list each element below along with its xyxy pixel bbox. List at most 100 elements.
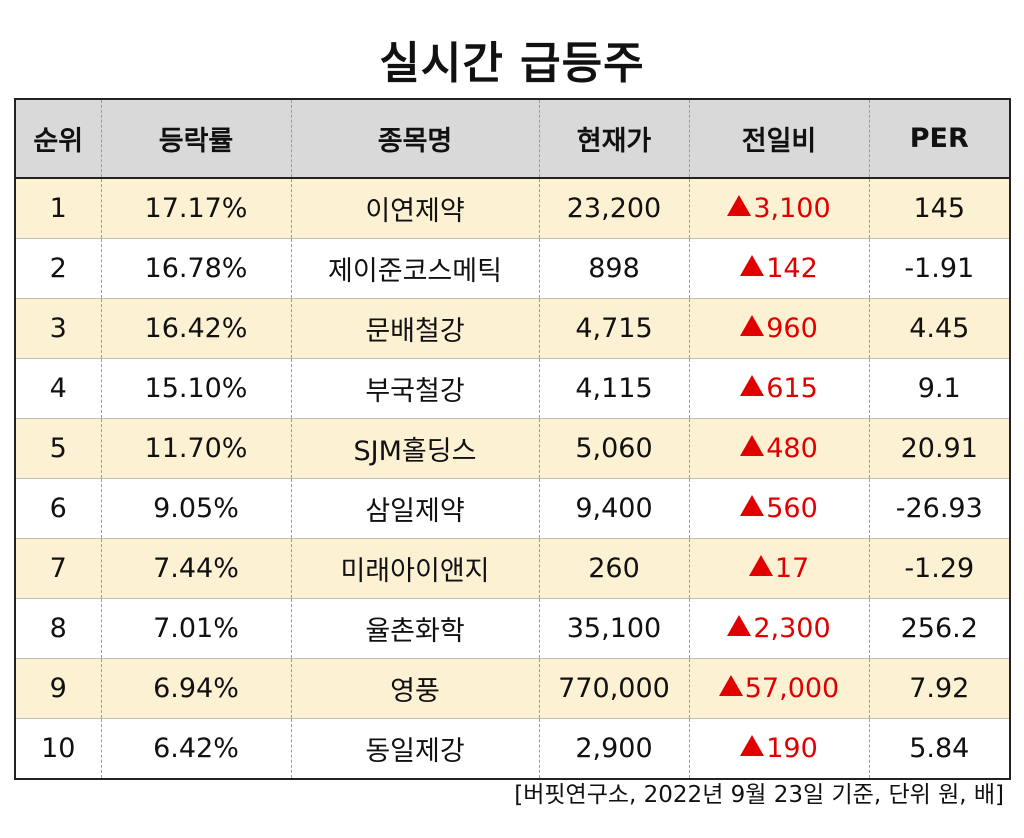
page-title: 실시간 급등주 [379,38,645,89]
rank-cell: 7 [15,538,101,599]
up-triangle-icon [740,375,765,396]
change-value: 560 [766,493,818,524]
name-cell: SJM홀딩스 [290,418,539,479]
rank-cell: 3 [15,298,101,359]
rate-cell: 7.01% [100,598,291,659]
per-cell: -1.29 [868,538,1010,599]
price-cell: 35,100 [538,598,689,659]
table-row: 6 9.05% 삼일제약 9,400 560 -26.93 [15,478,1010,539]
change-cell: 615 [688,358,869,419]
price-cell: 898 [538,238,689,299]
change-cell: 142 [688,238,869,299]
name-cell: 제이준코스메틱 [290,238,539,299]
up-triangle-icon [740,495,765,516]
per-cell: 5.84 [868,718,1010,780]
table-row: 5 11.70% SJM홀딩스 5,060 480 20.91 [15,418,1010,479]
rate-cell: 16.42% [100,298,291,359]
col-header-change: 전일비 [688,99,869,179]
change-value: 17 [774,553,810,584]
header-row: 순위 등락률 종목명 현재가 전일비 PER [15,99,1010,179]
rank-cell: 9 [15,658,101,719]
price-cell: 9,400 [538,478,689,539]
change-value: 190 [766,733,818,764]
col-header-rate: 등락률 [100,99,291,179]
up-triangle-icon [727,195,752,216]
col-header-price: 현재가 [538,99,689,179]
table-row: 10 6.42% 동일제강 2,900 190 5.84 [15,718,1010,780]
rate-cell: 7.44% [100,538,291,599]
rate-cell: 16.78% [100,238,291,299]
rate-cell: 6.94% [100,658,291,719]
name-cell: 율촌화학 [290,598,539,659]
change-value: 57,000 [744,673,840,704]
up-triangle-icon [748,555,773,576]
change-value: 615 [766,373,818,404]
source-note: [버핏연구소, 2022년 9월 23일 기준, 단위 원, 배] [514,782,1004,808]
up-triangle-icon [740,315,765,336]
rank-cell: 6 [15,478,101,539]
table-row: 3 16.42% 문배철강 4,715 960 4.45 [15,298,1010,359]
change-value: 2,300 [753,613,831,644]
change-cell: 2,300 [688,598,869,659]
rate-cell: 6.42% [100,718,291,780]
change-cell: 960 [688,298,869,359]
table-row: 4 15.10% 부국철강 4,115 615 9.1 [15,358,1010,419]
up-triangle-icon [718,675,743,696]
up-triangle-icon [727,615,752,636]
rate-cell: 17.17% [100,178,291,239]
rank-cell: 2 [15,238,101,299]
price-cell: 770,000 [538,658,689,719]
name-cell: 영풍 [290,658,539,719]
price-cell: 2,900 [538,718,689,780]
rate-cell: 11.70% [100,418,291,479]
name-cell: 미래아이앤지 [290,538,539,599]
price-cell: 4,115 [538,358,689,419]
name-cell: 문배철강 [290,298,539,359]
rank-cell: 4 [15,358,101,419]
change-value: 142 [766,253,818,284]
stock-table: 순위 등락률 종목명 현재가 전일비 PER 1 17.17% 이연제약 23,200… [14,98,1011,780]
rate-cell: 15.10% [100,358,291,419]
name-cell: 동일제강 [290,718,539,780]
price-cell: 260 [538,538,689,599]
change-value: 960 [766,313,818,344]
name-cell: 부국철강 [290,358,539,419]
price-cell: 4,715 [538,298,689,359]
change-cell: 480 [688,418,869,479]
per-cell: -1.91 [868,238,1010,299]
per-cell: 4.45 [868,298,1010,359]
price-cell: 5,060 [538,418,689,479]
rank-cell: 8 [15,598,101,659]
up-triangle-icon [740,255,765,276]
change-cell: 17 [688,538,869,599]
change-value: 480 [766,433,818,464]
change-cell: 190 [688,718,869,780]
rank-cell: 1 [15,178,101,239]
change-cell: 560 [688,478,869,539]
name-cell: 삼일제약 [290,478,539,539]
per-cell: 20.91 [868,418,1010,479]
per-cell: 7.92 [868,658,1010,719]
per-cell: 256.2 [868,598,1010,659]
table-row: 2 16.78% 제이준코스메틱 898 142 -1.91 [15,238,1010,299]
per-cell: 145 [868,178,1010,239]
col-header-name: 종목명 [290,99,539,179]
rank-cell: 10 [15,718,101,780]
up-triangle-icon [740,435,765,456]
up-triangle-icon [740,735,765,756]
price-cell: 23,200 [538,178,689,239]
col-header-rank: 순위 [15,99,101,179]
rate-cell: 9.05% [100,478,291,539]
change-value: 3,100 [753,193,831,224]
name-cell: 이연제약 [290,178,539,239]
table-row: 8 7.01% 율촌화학 35,100 2,300 256.2 [15,598,1010,659]
table-row: 9 6.94% 영풍 770,000 57,000 7.92 [15,658,1010,719]
per-cell: 9.1 [868,358,1010,419]
table-row: 7 7.44% 미래아이앤지 260 17 -1.29 [15,538,1010,599]
change-cell: 3,100 [688,178,869,239]
per-cell: -26.93 [868,478,1010,539]
change-cell: 57,000 [688,658,869,719]
table-body: 1 17.17% 이연제약 23,200 3,100 145 2 16.78% 제이준코스메틱 8… [15,178,1010,780]
table-row: 1 17.17% 이연제약 23,200 3,100 145 [15,178,1010,239]
rank-cell: 5 [15,418,101,479]
